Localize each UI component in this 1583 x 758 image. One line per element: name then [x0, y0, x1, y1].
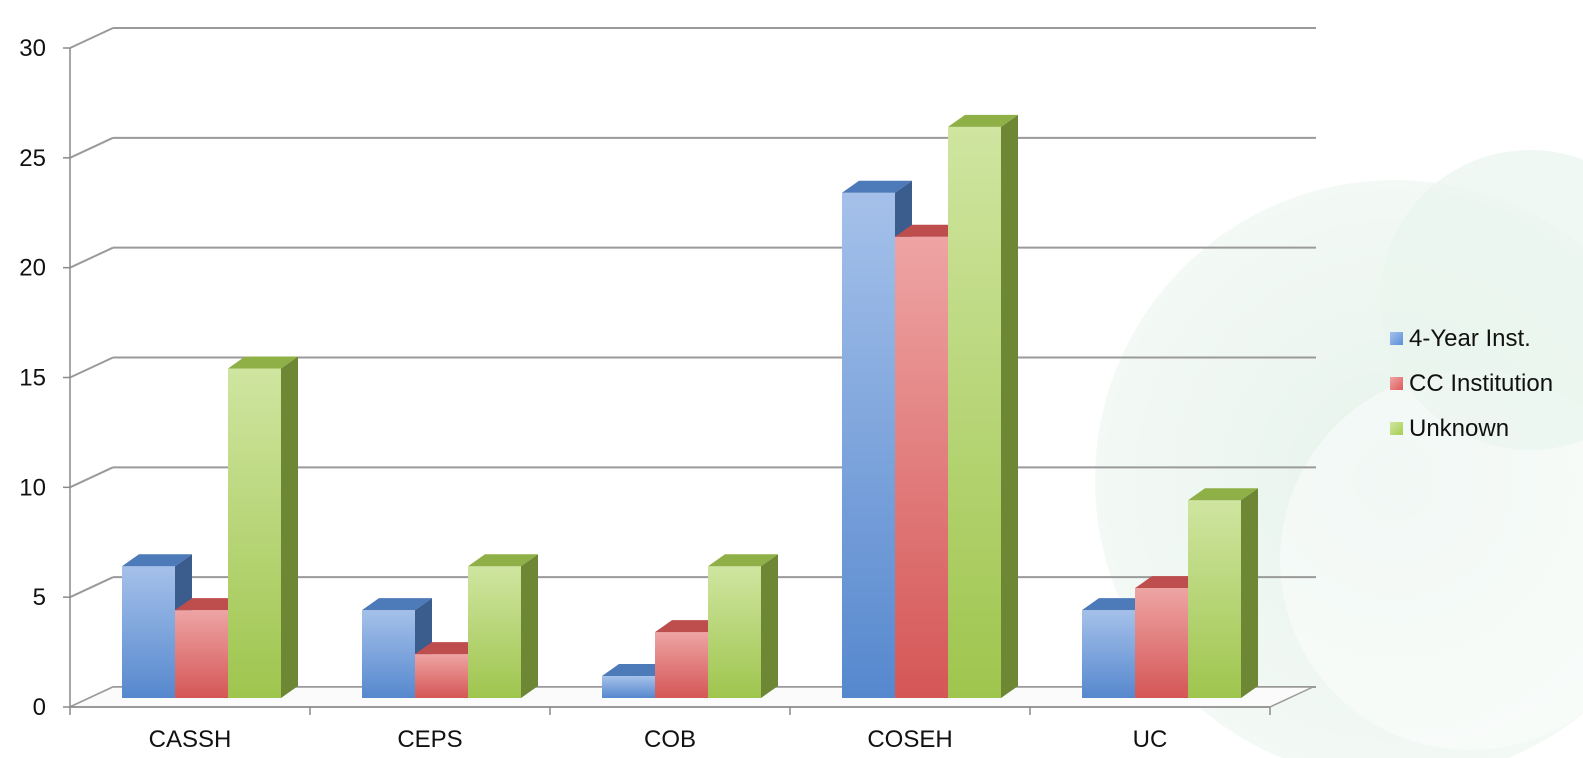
bar-ceps-unknown [468, 554, 538, 698]
x-tick-label: UC [1133, 726, 1168, 753]
bar-cassh-unknown-front [228, 368, 281, 698]
legend-label-cc: CC Institution [1409, 369, 1554, 397]
legend-label-4-year: 4-Year Inst. [1409, 324, 1531, 352]
y-tick-label: 30 [19, 35, 46, 62]
tick-labels: 0 5 10 15 20 25 30 CASSH CEPS COB COSEH UC [19, 35, 1167, 753]
bar-cassh-cc-institution-front [175, 610, 228, 698]
bar-ceps-cc-institution-top [415, 642, 485, 655]
bar-cob-unknown-side [761, 554, 778, 698]
x-tick-label: COSEH [867, 726, 952, 753]
legend-swatch-cc [1390, 377, 1403, 390]
bar-coseh-unknown [948, 114, 1018, 698]
bar-uc-4-year-inst--front [1082, 610, 1135, 698]
bar-coseh-4-year-inst--front [842, 192, 895, 698]
gridline-depth [69, 27, 114, 49]
bars [122, 114, 1258, 698]
bar-cob-cc-institution-top [655, 620, 725, 633]
bar-cassh-4-year-inst--front [122, 566, 175, 698]
bar-uc-unknown-front [1188, 500, 1241, 698]
legend-item-cc: CC Institution [1390, 361, 1553, 406]
bar-ceps-unknown-side [521, 554, 538, 698]
bar-cassh-unknown-side [281, 356, 298, 698]
bar-cob-unknown-front [708, 566, 761, 698]
bar-uc-4-year-inst--top [1082, 598, 1152, 611]
bar-cassh-unknown-top [228, 356, 298, 369]
y-tick-label: 15 [19, 365, 46, 392]
bar-cob-unknown [708, 554, 778, 698]
bar-uc-unknown-top [1188, 488, 1258, 501]
bar-coseh-4-year-inst--top [842, 180, 912, 193]
legend: 4-Year Inst. CC Institution Unknown [1390, 316, 1553, 451]
bar-coseh-unknown-front [948, 126, 1001, 698]
bar-coseh-cc-institution-top [895, 224, 965, 237]
gridline-depth [69, 356, 114, 379]
bar-ceps-unknown-front [468, 566, 521, 698]
gridline-depth [69, 136, 114, 159]
y-tick-label: 20 [19, 255, 46, 282]
background-swirl-top [1380, 150, 1583, 450]
bar-cob-unknown-top [708, 554, 778, 567]
legend-item-unknown: Unknown [1390, 406, 1553, 451]
bar-coseh-unknown-side [1001, 114, 1018, 698]
gridline-depth [69, 576, 114, 599]
bar-cob-4-year-inst--top [602, 664, 672, 677]
y-tick-label: 0 [33, 694, 46, 721]
bar-cob-4-year-inst--front [602, 676, 655, 698]
bar-ceps-4-year-inst--front [362, 610, 415, 698]
bar-ceps-cc-institution-front [415, 654, 468, 698]
gridline-depth [69, 246, 114, 269]
background-swirl-inner [1280, 370, 1583, 750]
y-tick-label: 25 [19, 145, 46, 172]
y-tick-label: 5 [33, 584, 46, 611]
bar-cassh-4-year-inst--top [122, 554, 192, 567]
bar-cob-cc-institution-front [655, 632, 708, 698]
legend-swatch-4-year [1390, 332, 1403, 345]
bar-coseh-unknown-top [948, 114, 1018, 127]
legend-label-unknown: Unknown [1409, 414, 1510, 442]
axes [63, 47, 1271, 715]
bar-cassh-cc-institution-top [175, 598, 245, 611]
y-tick-label: 10 [19, 474, 46, 501]
bar-coseh-cc-institution-front [895, 236, 948, 698]
x-tick-label: COB [644, 726, 696, 753]
bar-cassh-unknown [228, 356, 298, 698]
x-tick-label: CASSH [149, 726, 232, 753]
x-tick-label: CEPS [397, 726, 462, 753]
bar-uc-unknown [1188, 488, 1258, 698]
gridline-depth [69, 466, 114, 489]
legend-swatch-unknown [1390, 422, 1403, 435]
bar-ceps-4-year-inst--top [362, 598, 432, 611]
bar-uc-cc-institution-top [1135, 576, 1205, 589]
bar-uc-cc-institution-front [1135, 588, 1188, 698]
bar-ceps-unknown-top [468, 554, 538, 567]
legend-item-4-year: 4-Year Inst. [1390, 316, 1553, 361]
bar-uc-unknown-side [1241, 488, 1258, 698]
